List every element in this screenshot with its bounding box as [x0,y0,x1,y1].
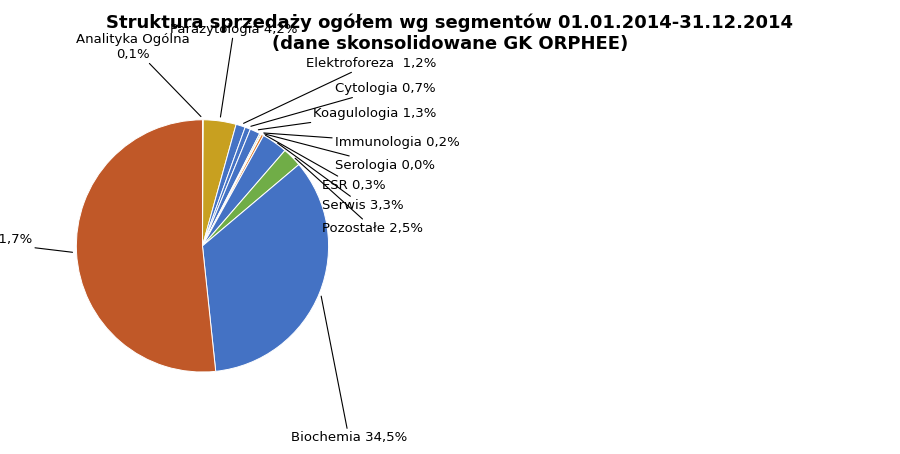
Wedge shape [202,127,250,246]
Wedge shape [202,124,245,246]
Text: Elektroforeza  1,2%: Elektroforeza 1,2% [244,57,436,123]
Wedge shape [202,133,261,246]
Wedge shape [202,129,260,246]
Text: Serwis 3,3%: Serwis 3,3% [277,143,404,212]
Wedge shape [202,165,328,371]
Wedge shape [202,151,299,246]
Wedge shape [202,120,236,246]
Text: Serologia 0,0%: Serologia 0,0% [265,134,435,172]
Wedge shape [202,134,262,246]
Wedge shape [202,134,264,246]
Text: Cytologia 0,7%: Cytologia 0,7% [251,82,436,126]
Wedge shape [76,120,216,372]
Text: Koagulologia 1,3%: Koagulologia 1,3% [258,107,436,130]
Text: Biochemia 34,5%: Biochemia 34,5% [291,296,407,444]
Text: ESR 0,3%: ESR 0,3% [266,135,386,192]
Wedge shape [202,136,285,246]
Text: Struktura sprzedaży ogółem wg segmentów 01.01.2014-31.12.2014
(dane skonsolidowa: Struktura sprzedaży ogółem wg segmentów … [106,14,794,53]
Text: Hematologia 51,7%: Hematologia 51,7% [0,233,73,252]
Text: Parazytologia 4,2%: Parazytologia 4,2% [170,23,298,117]
Text: Analityka Ogólna
0,1%: Analityka Ogólna 0,1% [76,33,201,117]
Text: Pozostałe 2,5%: Pozostałe 2,5% [295,158,423,235]
Text: Immunologia 0,2%: Immunologia 0,2% [264,133,460,149]
